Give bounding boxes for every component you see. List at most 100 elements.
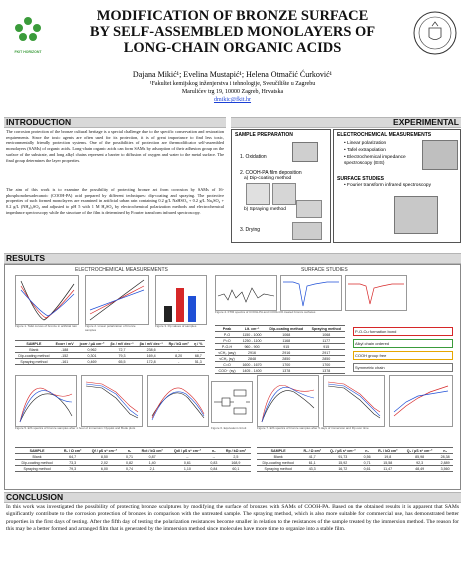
potentiostat-image: [422, 140, 458, 170]
eis-table-right: SAMPLE R₀ / Ω cm² Q₁ / µS sⁿ cm⁻² n₁ R₁ …: [257, 447, 453, 472]
eis-caption-2: Figure 7. EIS spectra of bronze samples …: [257, 426, 369, 430]
table-cell: 43,3: [299, 465, 326, 472]
table-cell: 16,72: [325, 465, 361, 472]
results-panel: ELECTROCHEMICAL MEASUREMENTS SURFACE STU…: [4, 264, 461, 490]
left-logo-text: FKIT HORIZONT: [14, 50, 42, 54]
bar-chart-rp: [155, 275, 207, 325]
dip-coating-image: [246, 183, 270, 205]
table-cell: 6,00: [86, 465, 123, 472]
ftir-spectrum-2: [280, 275, 342, 311]
ftir-spectrum-3: [345, 275, 407, 311]
table-cell: 172,8: [136, 358, 166, 365]
tafel-table-header-row: SAMPLE Ecorr / mV jcorr / µA cm⁻² βc / m…: [15, 340, 205, 347]
table-cell: 48,49: [401, 465, 438, 472]
ftir-note-2: Alkyl chain ordered: [353, 339, 453, 348]
electro-item-1: • Linear polarization: [344, 141, 387, 146]
sample-prep-title: SAMPLE PREPARATION: [235, 132, 293, 138]
table-cell: 1,10: [167, 465, 207, 472]
dip-coating-image-2: [272, 183, 296, 205]
tafel-caption: Figure 1. Tafel curves of bronze in arti…: [15, 324, 77, 328]
sample-preparation-box: SAMPLE PREPARATION 1. Oxidation 2. COOH-…: [231, 129, 331, 243]
table-cell: 1405 - 1400: [239, 367, 266, 374]
eis-table-left: SAMPLE R₀ / Ω cm² Qf / µS sⁿ cm⁻² n₁ Rct…: [15, 447, 251, 472]
surface-item-1-label: Fourier transform infrared spectroscopy: [347, 183, 431, 188]
email-link[interactable]: dmikic@fkit.hr: [213, 97, 252, 103]
right-logo: [412, 10, 458, 56]
table-cell: 11,47: [373, 465, 402, 472]
conclusion-text: In this work was investigated the possib…: [6, 504, 459, 533]
tafel-parameters-table: SAMPLE Ecorr / mV jcorr / µA cm⁻² βc / m…: [15, 340, 205, 365]
conclusion-bar: CONCLUSION: [4, 492, 461, 503]
table-cell: 60,1: [220, 465, 251, 472]
title-line-1: MODIFICATION OF BRONZE SURFACE: [96, 8, 369, 24]
table-cell: Spraying method: [15, 465, 60, 472]
table-cell: -: [165, 358, 192, 365]
electrochemical-measurements-box: ELECTROCHEMICAL MEASUREMENTS • Linear po…: [333, 129, 461, 243]
linear-polarization-plot: [85, 275, 149, 325]
ftir-note-1: P-O-Cu formation bond: [353, 327, 453, 336]
authors: Dajana Mikić¹; Evelina Mustapić¹; Helena…: [132, 70, 333, 79]
conclusion-heading: CONCLUSION: [6, 492, 64, 502]
bode-phase-plot: [147, 375, 209, 427]
bode-plot-2: [323, 375, 385, 427]
experimental-bar: EXPERIMENTAL: [231, 117, 461, 128]
ftir-assignment-table: Peak Lit. cm⁻¹ Dip-coating method Sprayi…: [215, 325, 345, 374]
electro-results-heading: ELECTROCHEMICAL MEASUREMENTS: [75, 267, 168, 273]
results-heading: RESULTS: [6, 253, 46, 263]
surface-results-heading: SURFACE STUDIES: [301, 267, 348, 273]
electro-title: ELECTROCHEMICAL MEASUREMENTS: [337, 132, 432, 138]
experimental-heading: EXPERIMENTAL: [393, 117, 459, 127]
drying-image: [292, 222, 322, 240]
results-bar: RESULTS: [4, 253, 461, 264]
ftir-caption: Figure 4. FTIR spectra of COOH-PA and CO…: [215, 310, 316, 314]
step-oxidation: 1. Oxidation: [240, 154, 267, 160]
electro-item-3-label: Electrochemical impedance spectroscopy (…: [344, 155, 406, 166]
surface-studies-title: SURFACE STUDIES: [337, 176, 384, 182]
introduction-heading: INTRODUCTION: [6, 117, 72, 127]
surface-item-1: • Fourier transform infrared spectroscop…: [344, 183, 431, 188]
ftir-instrument-image: [394, 196, 438, 234]
linear-caption: Figure 2. Linear polarization of bronze …: [85, 324, 136, 332]
table-cell: 0,61: [360, 465, 374, 472]
table-cell: 1378: [265, 367, 308, 374]
table-cell: Spraying method: [257, 465, 300, 472]
electro-item-2-label: Tafel extrapolation: [346, 148, 386, 153]
rp-time-plot: [389, 375, 453, 427]
left-logo: [8, 12, 48, 52]
electro-item-3: • Electrochemical impedance spectroscopy…: [344, 155, 406, 166]
table-cell: 51,3: [191, 358, 205, 365]
table-cell: 0,74: [122, 465, 137, 472]
eis-caption-1: Figure 5. EIS spectra of bronze samples …: [15, 426, 136, 430]
table-row: Spraying method 79,3 6,00 0,74 2,1 1,10 …: [15, 465, 251, 472]
ftir-spectrum-1: [215, 275, 277, 311]
electro-item-2: • Tafel extrapolation: [344, 148, 386, 153]
table-cell: 0,84: [206, 465, 221, 472]
ftir-notes: P-O-Cu formation bond Alkyl chain ordere…: [353, 327, 453, 372]
oven-image: [292, 142, 318, 162]
title-line-2: BY SELF-ASSEMBLED MONOLAYERS OF: [89, 24, 376, 40]
ftir-note-4: Symmetric chain: [353, 363, 453, 372]
table-cell: COO⁻ (sy): [215, 367, 240, 374]
affiliation-2: Marulićev trg 19, 10000 Zagreb, Hrvatska: [181, 89, 284, 95]
tafel-plot: [15, 275, 79, 325]
intro-paragraph-1: The corrosion protection of the bronze c…: [6, 129, 224, 163]
step-drying: 3. Drying: [240, 227, 261, 233]
table-row: Spraying method -161 0,469 65,5 172,8 - …: [15, 358, 205, 365]
bode-magnitude-plot: [81, 375, 143, 427]
table-cell: Spraying method: [15, 358, 53, 365]
table-cell: 79,3: [59, 465, 87, 472]
step-deposition: 2. COOH-PA film deposition: [240, 170, 302, 176]
table-cell: 1378: [307, 367, 345, 374]
electro-item-1-label: Linear polarization: [347, 141, 387, 146]
table-row: COO⁻ (sy) 1405 - 1400 1378 1378: [215, 367, 345, 374]
spray-image: [296, 200, 322, 218]
nyquist-plot-2: [257, 375, 319, 427]
circuit-caption: Figure 6. Equivalent circuit: [211, 426, 247, 430]
nyquist-plot: [15, 375, 77, 427]
poster-title: MODIFICATION OF BRONZE SURFACE BY SELF-A…: [60, 8, 405, 56]
table-cell: 65,5: [107, 358, 137, 365]
table-cell: 2,1: [136, 465, 168, 472]
table-row: Spraying method 43,3 16,72 0,61 11,47 48…: [257, 465, 453, 472]
affiliation-1: ¹Fakultet kemijskog inženjerstva i tehno…: [149, 81, 316, 87]
step-dip-coating: a) Dip-coating method: [244, 176, 292, 181]
